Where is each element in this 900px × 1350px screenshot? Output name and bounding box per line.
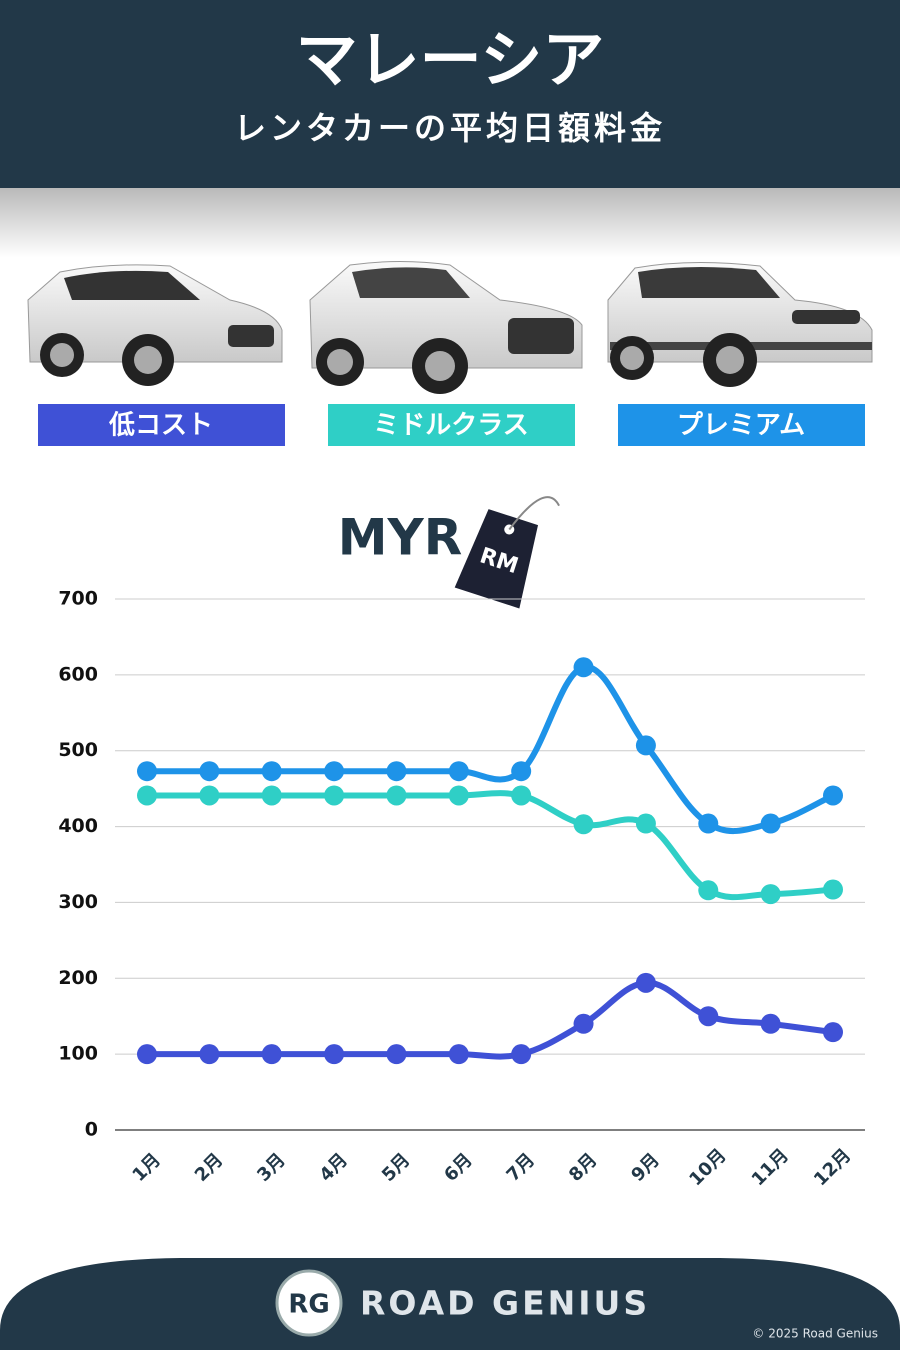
legend-label: プレミアム — [677, 411, 805, 441]
logo-circle — [275, 1269, 343, 1337]
x-tick-label: 8月 — [565, 1149, 601, 1185]
x-tick-label: 7月 — [503, 1149, 539, 1185]
series-line — [147, 664, 835, 834]
brand: ROAD GENIUS — [360, 1284, 650, 1323]
x-tick-label: 2月 — [191, 1149, 227, 1185]
point — [448, 1044, 469, 1065]
point — [324, 1044, 345, 1065]
subtitle: レンタカーの平均日額料金 — [234, 109, 666, 147]
x-tick-label: 6月 — [440, 1149, 476, 1185]
point — [698, 880, 719, 901]
car-premium — [607, 261, 873, 387]
point — [199, 1044, 220, 1065]
point — [573, 814, 594, 835]
point — [635, 972, 656, 993]
point — [635, 735, 656, 756]
y-tick-label: 400 — [58, 815, 98, 837]
y-tick-label: 300 — [58, 891, 98, 913]
x-tick-label: 11月 — [748, 1145, 793, 1190]
point — [261, 1044, 282, 1065]
point — [448, 761, 469, 782]
point — [573, 1013, 594, 1034]
title: マレーシア — [296, 23, 605, 96]
point — [261, 785, 282, 806]
currency: MYR — [338, 509, 462, 567]
point — [199, 785, 220, 806]
x-tick-label: 3月 — [253, 1149, 289, 1185]
point — [511, 1044, 532, 1065]
series-line — [146, 979, 834, 1060]
x-tick-label: 5月 — [378, 1149, 414, 1185]
price-tag: RM — [454, 496, 560, 609]
point — [635, 813, 656, 834]
x-tick-label: 10月 — [685, 1145, 730, 1190]
point — [698, 813, 719, 834]
point — [511, 785, 532, 806]
logo: RG — [288, 1290, 329, 1320]
x-tick-label: 4月 — [316, 1149, 352, 1185]
point — [386, 785, 407, 806]
point — [324, 761, 345, 782]
point — [137, 1044, 157, 1065]
legend-label: ミドルクラス — [373, 411, 528, 441]
point — [448, 785, 469, 806]
y-tick-label: 100 — [58, 1043, 98, 1065]
point — [511, 761, 532, 782]
point — [760, 884, 781, 905]
x-tick-label: 9月 — [627, 1149, 663, 1185]
y-tick-label: 0 — [85, 1119, 98, 1141]
point — [573, 657, 594, 678]
point — [261, 761, 282, 782]
copyright: © 2025 Road Genius — [752, 1327, 878, 1341]
point — [386, 761, 407, 782]
header-band — [0, 0, 900, 188]
y-tick-label: 600 — [58, 663, 98, 685]
series-line — [147, 790, 834, 901]
car-suv — [309, 261, 583, 394]
footer-band — [0, 1258, 900, 1350]
legend-box — [38, 404, 285, 446]
y-tick-label: 200 — [58, 967, 98, 989]
car-hatchback — [27, 264, 283, 386]
point — [137, 761, 157, 782]
point — [760, 1013, 781, 1034]
legend-box — [328, 404, 575, 446]
point — [823, 785, 843, 806]
point — [199, 761, 220, 782]
point — [823, 1022, 843, 1043]
y-tick-label: 700 — [58, 588, 98, 610]
y-tick-label: 500 — [58, 739, 98, 761]
point — [324, 785, 345, 806]
legend-label: 低コスト — [108, 411, 213, 441]
point — [137, 785, 157, 806]
x-tick-label: 12月 — [810, 1145, 855, 1190]
point — [386, 1044, 407, 1065]
point — [760, 813, 781, 834]
point — [698, 1006, 719, 1027]
x-tick-label: 1月 — [128, 1149, 164, 1185]
legend-box — [618, 404, 865, 446]
header-shadow — [0, 188, 900, 258]
point — [823, 879, 843, 900]
